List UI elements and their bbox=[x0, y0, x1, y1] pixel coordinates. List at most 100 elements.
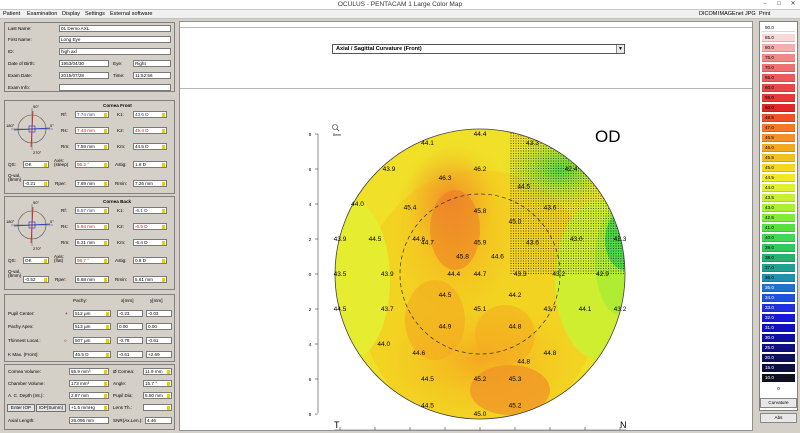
kmax-field[interactable]: 46.5 D bbox=[73, 351, 111, 358]
scale-cell: 20.0 bbox=[762, 354, 795, 362]
scale-cell: 30.0 bbox=[762, 334, 795, 342]
id-field[interactable]: high axl bbox=[59, 48, 171, 55]
cornea-volume-field[interactable]: 55.9 mm³ bbox=[69, 368, 109, 375]
menu-bar: Patient Examination Display Settings Ext… bbox=[0, 10, 800, 19]
y-tick-label-6: 4 bbox=[309, 342, 312, 348]
axis-180-front: 180° bbox=[6, 123, 15, 128]
pachy-apex-y[interactable]: 0.00 bbox=[146, 323, 172, 330]
pupil-center-field[interactable]: 512 µm bbox=[73, 310, 111, 317]
km-field-back[interactable]: -6.4 D bbox=[133, 239, 167, 246]
k1-field-front[interactable]: 43.6 D bbox=[133, 111, 167, 118]
k2-field-back[interactable]: -6.9 D bbox=[133, 223, 167, 230]
dob-field[interactable]: 1953/04/30 bbox=[59, 60, 109, 67]
pachy-col-label: Pachy: bbox=[73, 298, 88, 303]
rs-field-back[interactable]: 5.94 mm bbox=[75, 223, 109, 230]
astig-field-back[interactable]: 0.8 D bbox=[133, 257, 167, 264]
axis-field-back[interactable]: 98.7 ° bbox=[75, 257, 109, 264]
rs-field-front[interactable]: 7.43 mm bbox=[75, 127, 109, 134]
qs-field-front[interactable]: OK bbox=[23, 161, 49, 168]
rm-field-front[interactable]: 7.59 mm bbox=[75, 143, 109, 150]
menu-dicom[interactable]: DICOM bbox=[699, 11, 718, 17]
lens-th-field[interactable] bbox=[143, 404, 172, 411]
zoom-icon[interactable]: 8mm bbox=[332, 124, 341, 138]
enter-iop-button[interactable]: Enter IOP bbox=[7, 404, 35, 412]
menu-settings[interactable]: Settings bbox=[85, 11, 105, 17]
k1-field-back[interactable]: -6.1 D bbox=[133, 207, 167, 214]
thinnest-x[interactable]: -0.78 bbox=[117, 337, 143, 344]
rper-field-front[interactable]: 7.69 mm bbox=[75, 180, 109, 187]
map-value-41: 44.6 bbox=[412, 350, 425, 357]
rf-field-back[interactable]: 6.57 mm bbox=[75, 207, 109, 214]
map-type-dropdown[interactable]: Axial / Sagittal Curvature (Front) ▼ bbox=[332, 44, 625, 54]
axial-length-field[interactable]: 26.095 mm bbox=[69, 417, 109, 424]
pupil-dia-label: Pupil Dia: bbox=[113, 393, 133, 398]
menu-imagenet[interactable]: IMAGEnet bbox=[718, 11, 744, 17]
qval-field-front[interactable]: -0.21 bbox=[23, 180, 49, 187]
eye-field[interactable]: Right bbox=[133, 60, 171, 67]
pachy-apex-field[interactable]: 513 µm bbox=[73, 323, 111, 330]
thinnest-y[interactable]: -0.61 bbox=[146, 337, 172, 344]
last-name-label: Last Name: bbox=[8, 26, 32, 31]
pupil-center-symbol: + bbox=[65, 311, 68, 316]
rper-field-back[interactable]: 6.68 mm bbox=[75, 276, 109, 283]
cornea-back-panel: 90° 180° 270° 0° Cornea Back Rf: 6.57 mm… bbox=[4, 196, 175, 290]
qval-field-back[interactable]: -0.52 bbox=[23, 276, 49, 283]
menu-print[interactable]: Print bbox=[759, 11, 771, 17]
curvature-button[interactable]: Curvature bbox=[760, 398, 797, 408]
angle-field[interactable]: 15.7 ° bbox=[143, 380, 172, 387]
y-col-label: y[mm] bbox=[150, 298, 163, 303]
scale-cell: 43.5 bbox=[762, 194, 795, 202]
pachy-apex-x[interactable]: 0.00 bbox=[117, 323, 143, 330]
pupil-dia-field[interactable]: 5.50 mm bbox=[143, 392, 172, 399]
axis-label-back: Axis: (flat) bbox=[54, 254, 64, 263]
scale-cell: 35.0 bbox=[762, 284, 795, 292]
exam-date-field[interactable]: 2015/07/28 bbox=[59, 72, 109, 79]
minimize-button[interactable]: − bbox=[763, 1, 767, 7]
menu-external-software[interactable]: External software bbox=[110, 11, 153, 17]
chevron-down-icon[interactable]: ▼ bbox=[616, 45, 624, 53]
close-button[interactable]: ✕ bbox=[790, 1, 796, 7]
qs-field-back[interactable]: OK bbox=[23, 257, 49, 264]
map-value-33: 45.1 bbox=[474, 306, 487, 313]
acd-field[interactable]: 2.87 mm bbox=[69, 392, 109, 399]
scale-cell: 90.0 bbox=[762, 24, 795, 32]
first-name-field[interactable]: Long Eye bbox=[59, 36, 171, 43]
k2-field-front[interactable]: 45.4 D bbox=[133, 127, 167, 134]
map-value-21: 45.8 bbox=[456, 254, 469, 261]
menu-display[interactable]: Display bbox=[62, 11, 81, 17]
cornea-diameter-field[interactable]: 11.9 mm bbox=[143, 368, 172, 375]
scale-cell: 38.0 bbox=[762, 254, 795, 262]
iop-summ-button[interactable]: IOP(Summ) bbox=[36, 404, 66, 412]
exam-info-field[interactable] bbox=[59, 84, 171, 91]
rm-field-back[interactable]: 6.21 mm bbox=[75, 239, 109, 246]
rmin-field-back[interactable]: 5.61 mm bbox=[133, 276, 167, 283]
rmin-field-front[interactable]: 7.26 mm bbox=[133, 180, 167, 187]
map-value-11: 43.6 bbox=[544, 205, 557, 212]
pupil-center-x[interactable]: -0.23 bbox=[117, 310, 143, 317]
axis-field-front[interactable]: 96.2 ° bbox=[75, 161, 109, 168]
km-field-front[interactable]: 44.5 D bbox=[133, 143, 167, 150]
time-field[interactable]: 11:52:56 bbox=[133, 72, 171, 79]
thinnest-field[interactable]: 507 µm bbox=[73, 337, 111, 344]
pachy-panel: Pachy: x[mm] y[mm] Pupil Center: + 512 µ… bbox=[4, 294, 175, 362]
y-tick-label-7: 6 bbox=[309, 377, 312, 383]
chamber-volume-field[interactable]: 173 mm³ bbox=[69, 380, 109, 387]
menu-patient[interactable]: Patient bbox=[3, 11, 21, 17]
pupil-center-y[interactable]: -0.03 bbox=[146, 310, 172, 317]
menu-examination[interactable]: Examination bbox=[27, 11, 58, 17]
qs-label-front: QS: bbox=[8, 162, 16, 167]
color-scale[interactable]: 90.0 85.0 80.0 75.0 70.0 65.0 60.0 55.0 50.0 48.5… bbox=[759, 21, 798, 411]
kmax-y[interactable]: +2.69 bbox=[146, 351, 172, 358]
astig-field-front[interactable]: 1.8 D bbox=[133, 161, 167, 168]
rf-field-front[interactable]: 7.74 mm bbox=[75, 111, 109, 118]
snr-field[interactable]: 4.46 bbox=[145, 417, 172, 424]
kmax-x[interactable]: -0.61 bbox=[117, 351, 143, 358]
iop-field[interactable]: +1.5 mmHg bbox=[69, 404, 109, 411]
cornea-front-panel: 90° 180° 270° 0° Cornea Front Rf: 7.74 m… bbox=[4, 100, 175, 194]
last-name-field[interactable]: 01 Demo AXL bbox=[59, 25, 171, 32]
abs-button[interactable]: Abs bbox=[760, 413, 797, 423]
maximize-button[interactable]: □ bbox=[777, 1, 781, 7]
menu-jpg[interactable]: JPG bbox=[745, 11, 756, 17]
